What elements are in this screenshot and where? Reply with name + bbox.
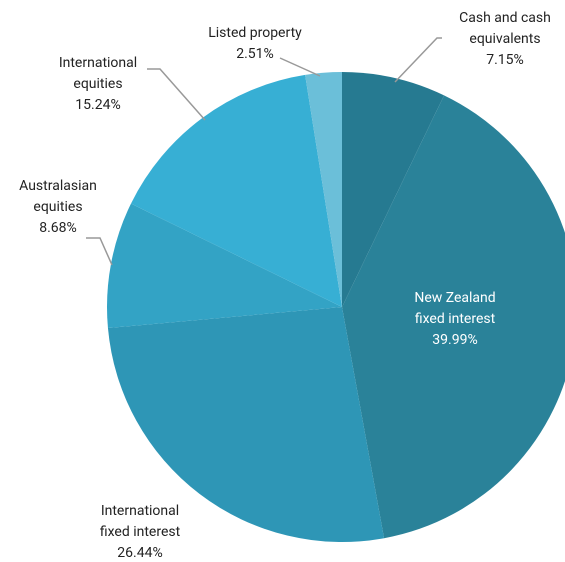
slice-label: International fixed interest xyxy=(100,503,181,540)
label-line: International xyxy=(59,55,137,71)
slice-label: International equities xyxy=(59,55,137,92)
label-line: Australasian xyxy=(19,178,97,194)
label-line: equities xyxy=(73,76,122,92)
label-line: fixed interest xyxy=(415,311,496,327)
leader-line xyxy=(147,68,206,121)
label-line: fixed interest xyxy=(100,524,181,540)
label-line: International xyxy=(101,503,179,519)
pie-slice xyxy=(107,307,385,542)
leader-line xyxy=(279,57,321,77)
leader-line xyxy=(86,237,113,266)
label-line: equivalents xyxy=(469,31,540,47)
label-line: Cash and cash xyxy=(459,10,551,26)
slice-label: Australasian equities xyxy=(19,178,97,215)
value-label: 2.51% xyxy=(236,46,274,62)
pie-slice xyxy=(130,74,342,307)
value-label: 39.99% xyxy=(432,332,477,348)
pie-slice xyxy=(107,203,342,329)
label-line: equities xyxy=(33,199,82,215)
value-label: 15.24% xyxy=(75,97,120,113)
leader-line xyxy=(394,37,442,83)
value-label: 8.68% xyxy=(39,220,77,236)
pie-slice xyxy=(342,72,445,307)
label-line: Listed property xyxy=(208,25,302,41)
label-line: New Zealand xyxy=(414,290,495,306)
value-label: 7.15% xyxy=(486,52,524,68)
slice-label: Cash and cash equivalents xyxy=(459,10,551,47)
slice-label: New Zealand fixed interest xyxy=(414,290,495,327)
value-label: 26.44% xyxy=(117,545,162,561)
pie-slice xyxy=(342,95,565,539)
pie-slice xyxy=(305,72,342,307)
slice-label: Listed property xyxy=(208,25,302,41)
